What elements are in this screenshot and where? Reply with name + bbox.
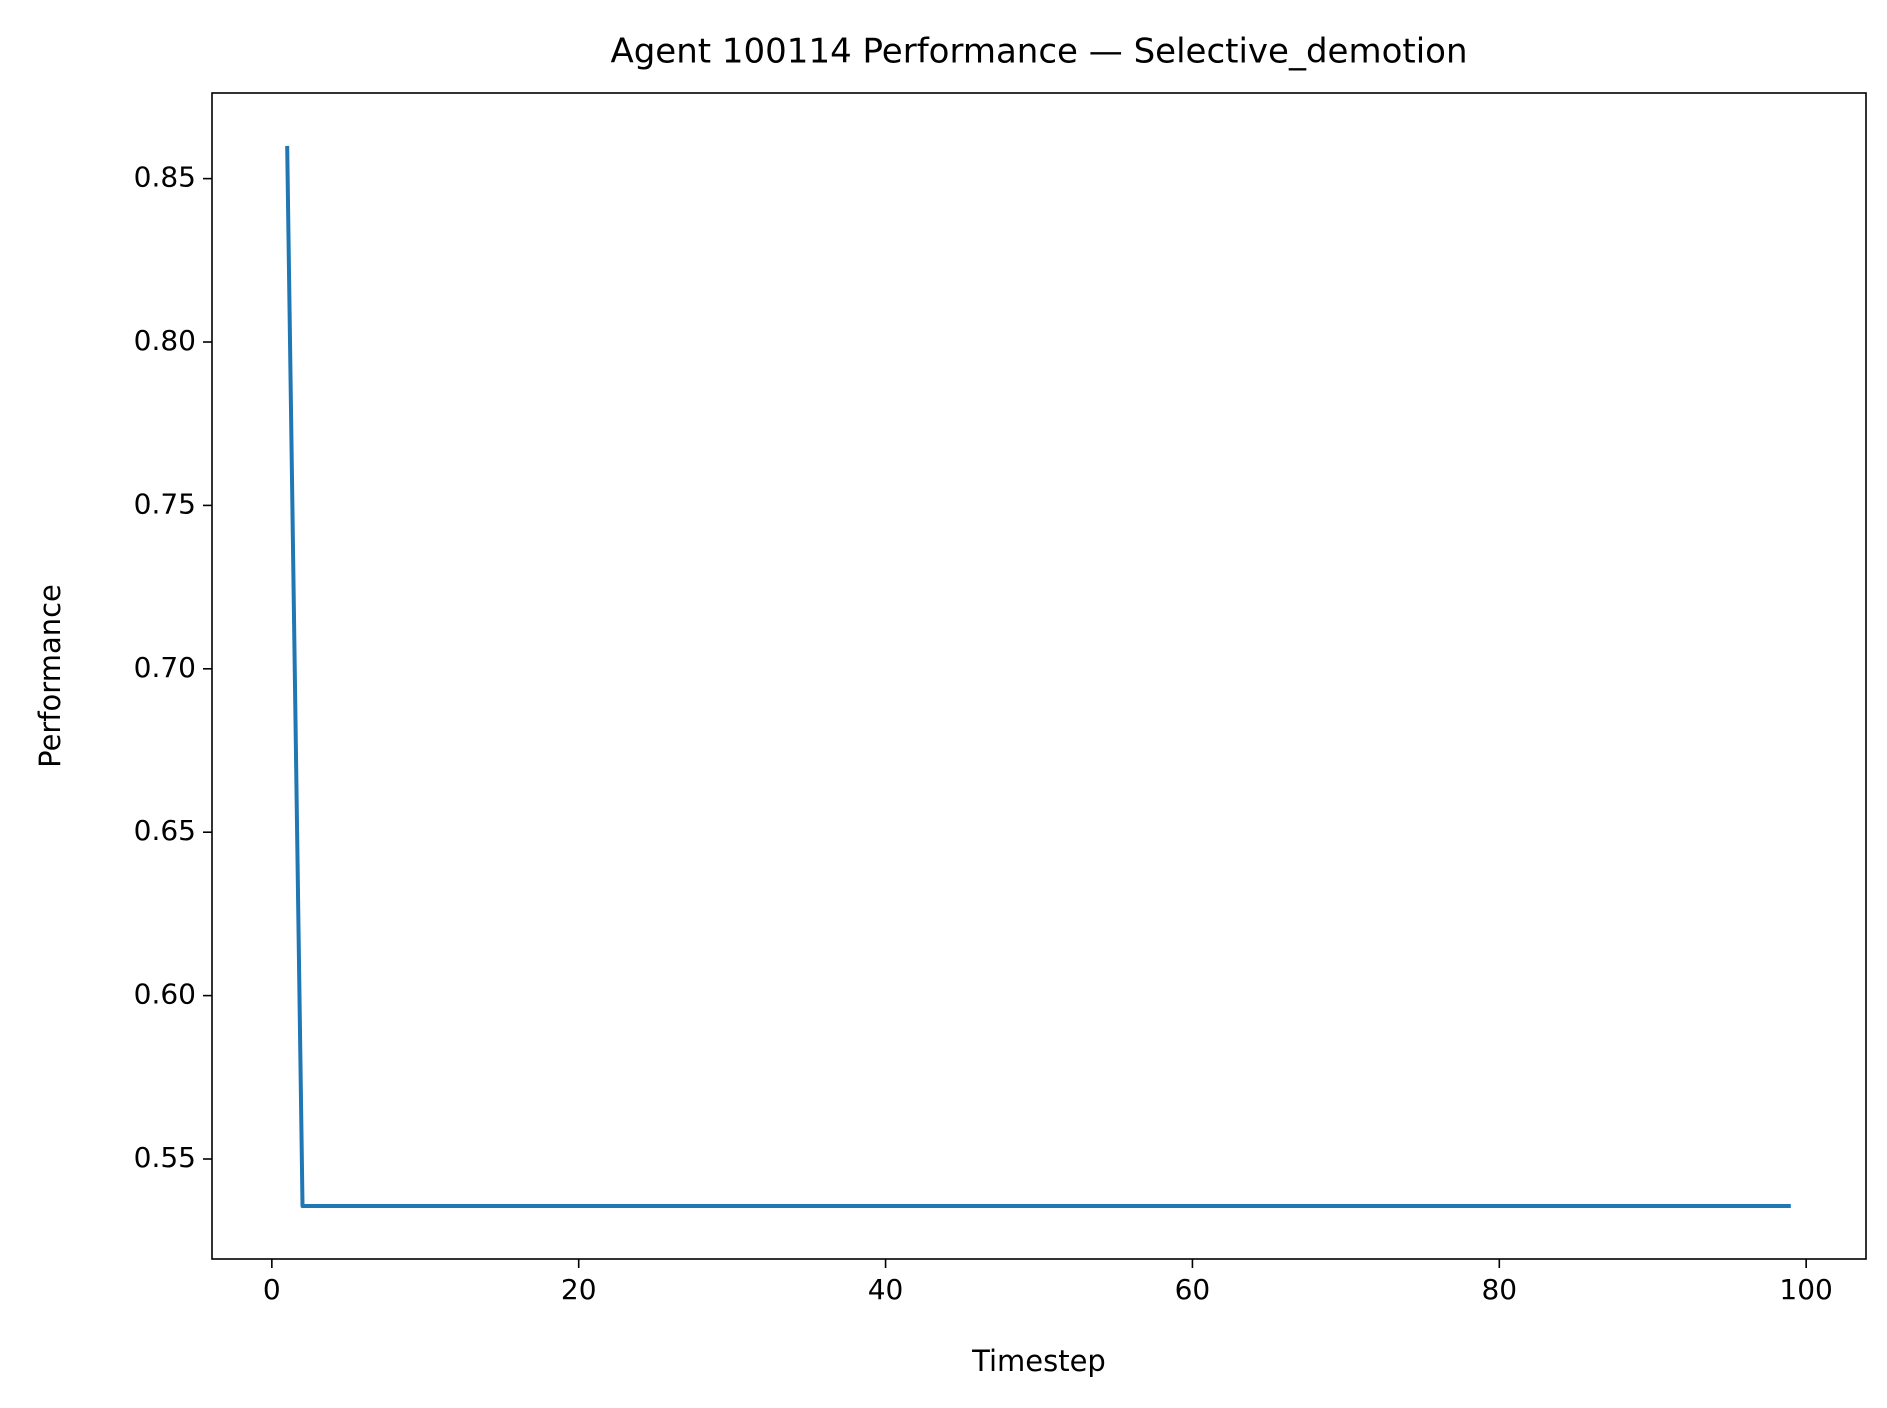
y-tick-label: 0.55 [134, 1141, 196, 1174]
y-tick-label: 0.65 [134, 814, 196, 847]
y-tick-label: 0.85 [134, 161, 196, 194]
y-tick-label: 0.80 [134, 324, 196, 357]
y-tick-label: 0.70 [134, 651, 196, 684]
x-tick-label: 60 [1175, 1273, 1211, 1306]
x-tick-label: 0 [263, 1273, 281, 1306]
line-series [285, 145, 1791, 1209]
x-tick-label: 80 [1481, 1273, 1517, 1306]
y-axis-label: Performance [33, 584, 67, 768]
x-axis-label: Timestep [971, 1344, 1106, 1378]
x-tick-label: 20 [561, 1273, 597, 1306]
y-tick-label: 0.60 [134, 978, 196, 1011]
x-tick-label: 40 [868, 1273, 904, 1306]
plot-frame [211, 92, 1867, 1260]
y-tick-label: 0.75 [134, 487, 196, 520]
x-tick-label: 100 [1779, 1273, 1832, 1306]
chart-title: Agent 100114 Performance — Selective_dem… [610, 32, 1467, 72]
